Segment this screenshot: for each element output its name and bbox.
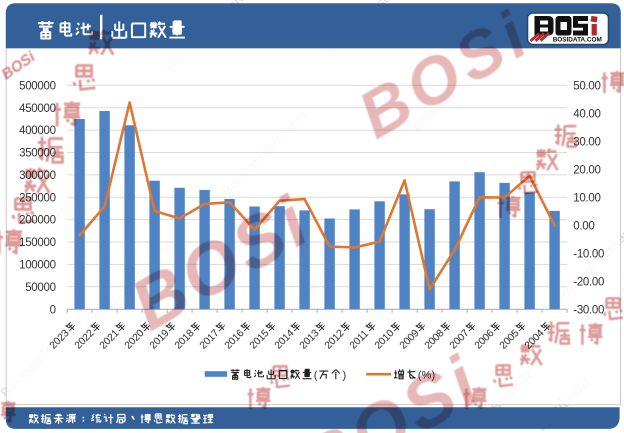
svg-text:50000: 50000 xyxy=(25,282,55,294)
svg-text:10.00: 10.00 xyxy=(573,192,600,204)
svg-text:0.00: 0.00 xyxy=(573,220,594,232)
svg-text:150000: 150000 xyxy=(19,237,56,249)
svg-text:200000: 200000 xyxy=(19,215,56,227)
svg-text:): ) xyxy=(343,369,347,381)
svg-text:100000: 100000 xyxy=(19,260,56,272)
svg-text:50.00: 50.00 xyxy=(573,80,600,92)
svg-text:0: 0 xyxy=(50,304,56,316)
svg-text:400000: 400000 xyxy=(19,125,56,137)
svg-text:30.00: 30.00 xyxy=(573,136,600,148)
svg-text:(: ( xyxy=(314,369,318,381)
svg-text:450000: 450000 xyxy=(19,103,56,115)
svg-text:-10.00: -10.00 xyxy=(573,248,604,260)
svg-text:BOSIDATA.COM: BOSIDATA.COM xyxy=(553,37,602,44)
svg-text:(%): (%) xyxy=(418,369,436,381)
svg-text:20.00: 20.00 xyxy=(573,164,600,176)
svg-text:-30.00: -30.00 xyxy=(573,304,604,316)
svg-text:250000: 250000 xyxy=(19,192,56,204)
svg-text:-20.00: -20.00 xyxy=(573,276,604,288)
svg-text:40.00: 40.00 xyxy=(573,108,600,120)
svg-text:500000: 500000 xyxy=(19,80,56,92)
